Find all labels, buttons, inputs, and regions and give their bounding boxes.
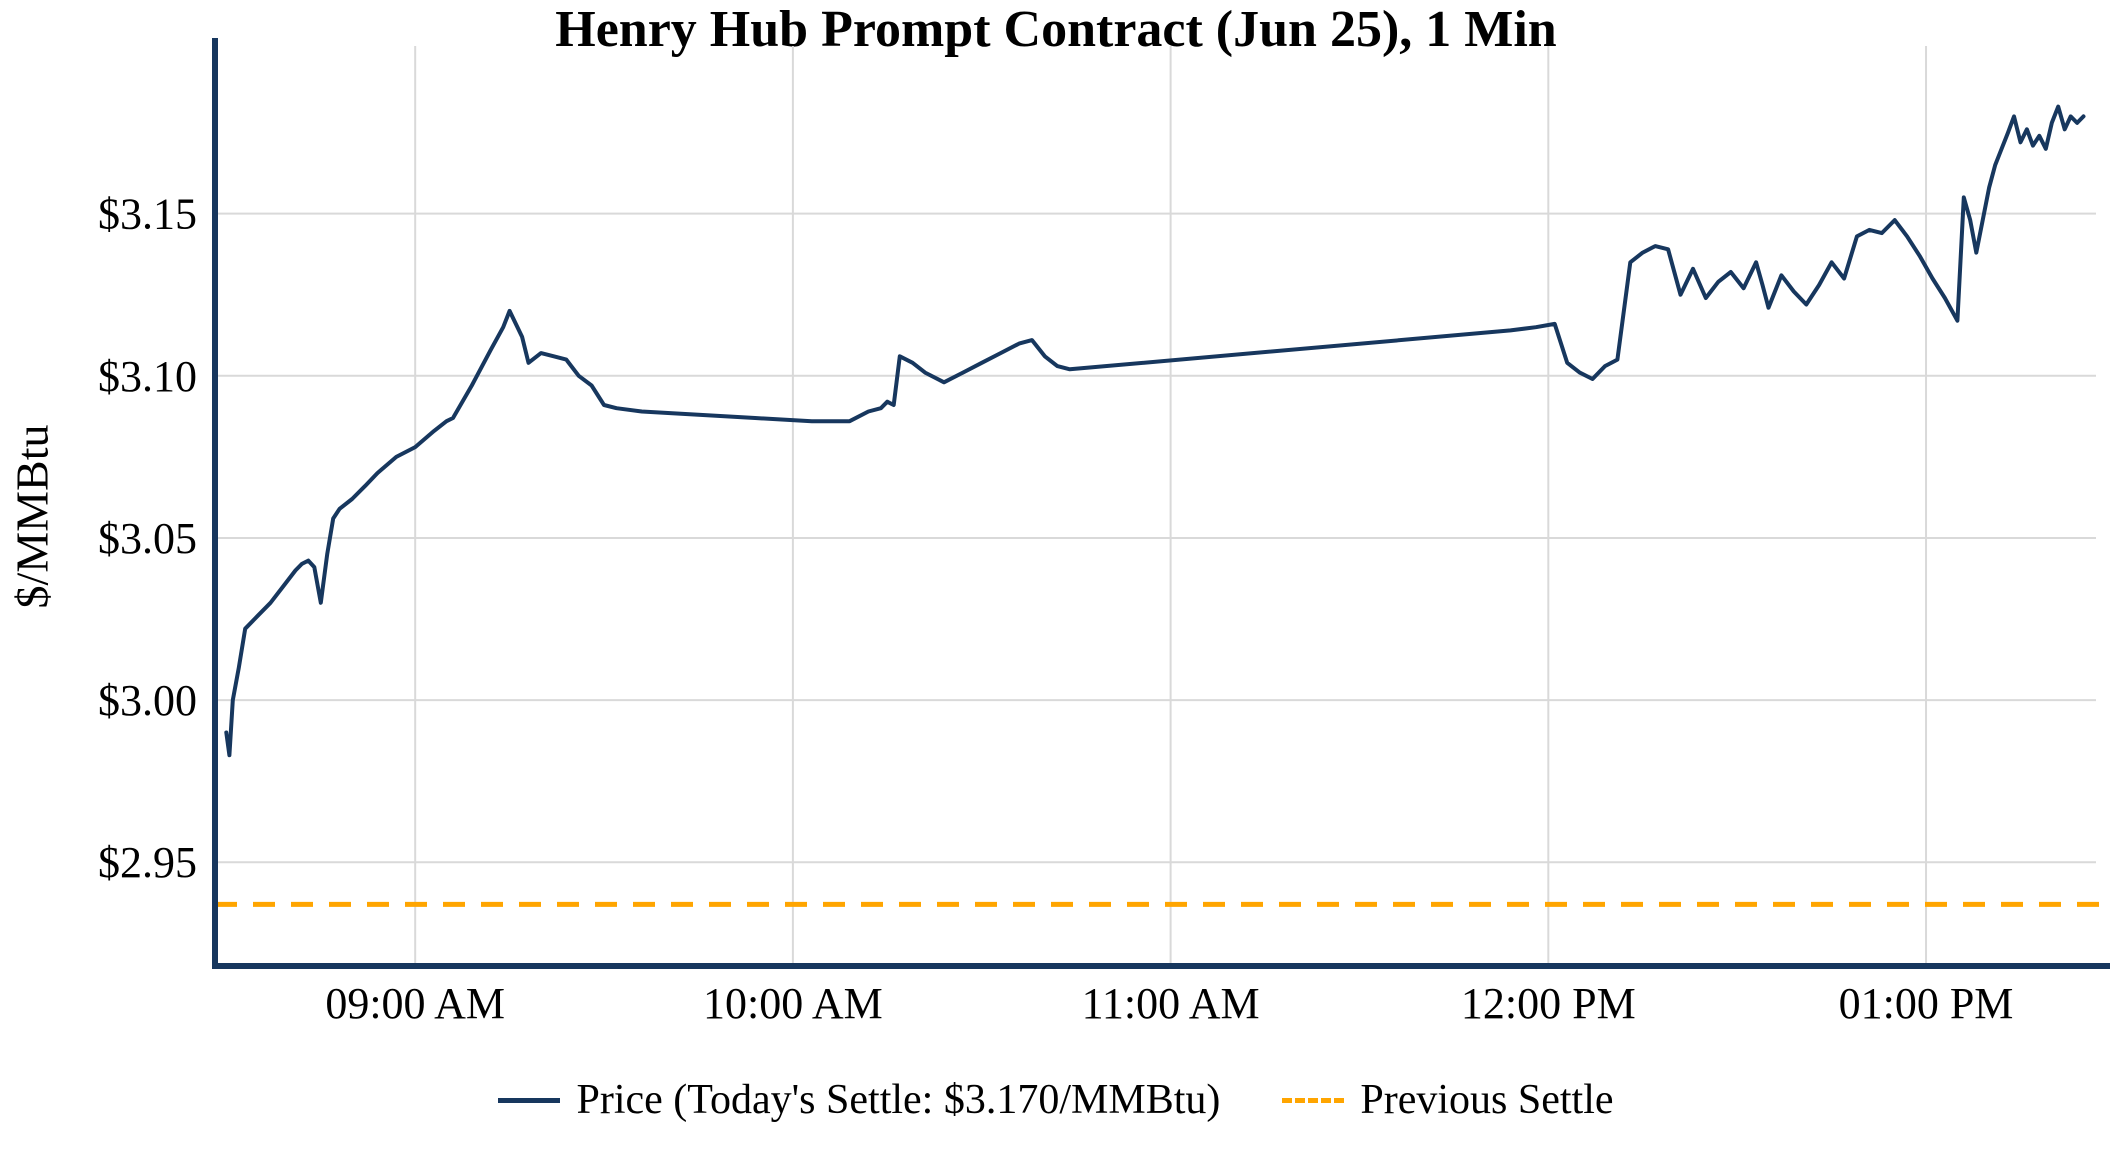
price-line-swatch (498, 1097, 561, 1103)
x-tick-label: 01:00 PM (1839, 979, 2014, 1028)
y-tick-label: $3.05 (98, 514, 197, 563)
legend-item-previous-settle: Previous Settle (1282, 1076, 1614, 1124)
chart-canvas: $2.95 $3.00 $3.05 $3.10 $3.15 09:00 AM 10:00 A… (98, 38, 2110, 1028)
y-tick-label: $3.00 (98, 676, 197, 725)
y-tick-label: $3.15 (98, 190, 197, 239)
legend-previous-settle-label: Previous Settle (1360, 1077, 1614, 1123)
y-tick-label: $3.10 (98, 352, 197, 401)
x-tick-label: 10:00 AM (703, 979, 883, 1028)
x-tick-label: 12:00 PM (1461, 979, 1636, 1028)
x-tick-label: 11:00 AM (1082, 979, 1260, 1028)
previous-settle-swatch (1282, 1097, 1345, 1103)
y-tick-label: $2.95 (98, 838, 197, 887)
legend-price-label: Price (Today's Settle: $3.170/MMBtu) (576, 1077, 1221, 1123)
chart-title: Henry Hub Prompt Contract (Jun 25), 1 Mi… (555, 1, 1557, 58)
legend-item-price: Price (Today's Settle: $3.170/MMBtu) (498, 1076, 1220, 1124)
price-line (224, 104, 2086, 758)
chart-legend: Price (Today's Settle: $3.170/MMBtu) Pre… (0, 1076, 2112, 1124)
x-tick-label: 09:00 AM (325, 979, 505, 1028)
